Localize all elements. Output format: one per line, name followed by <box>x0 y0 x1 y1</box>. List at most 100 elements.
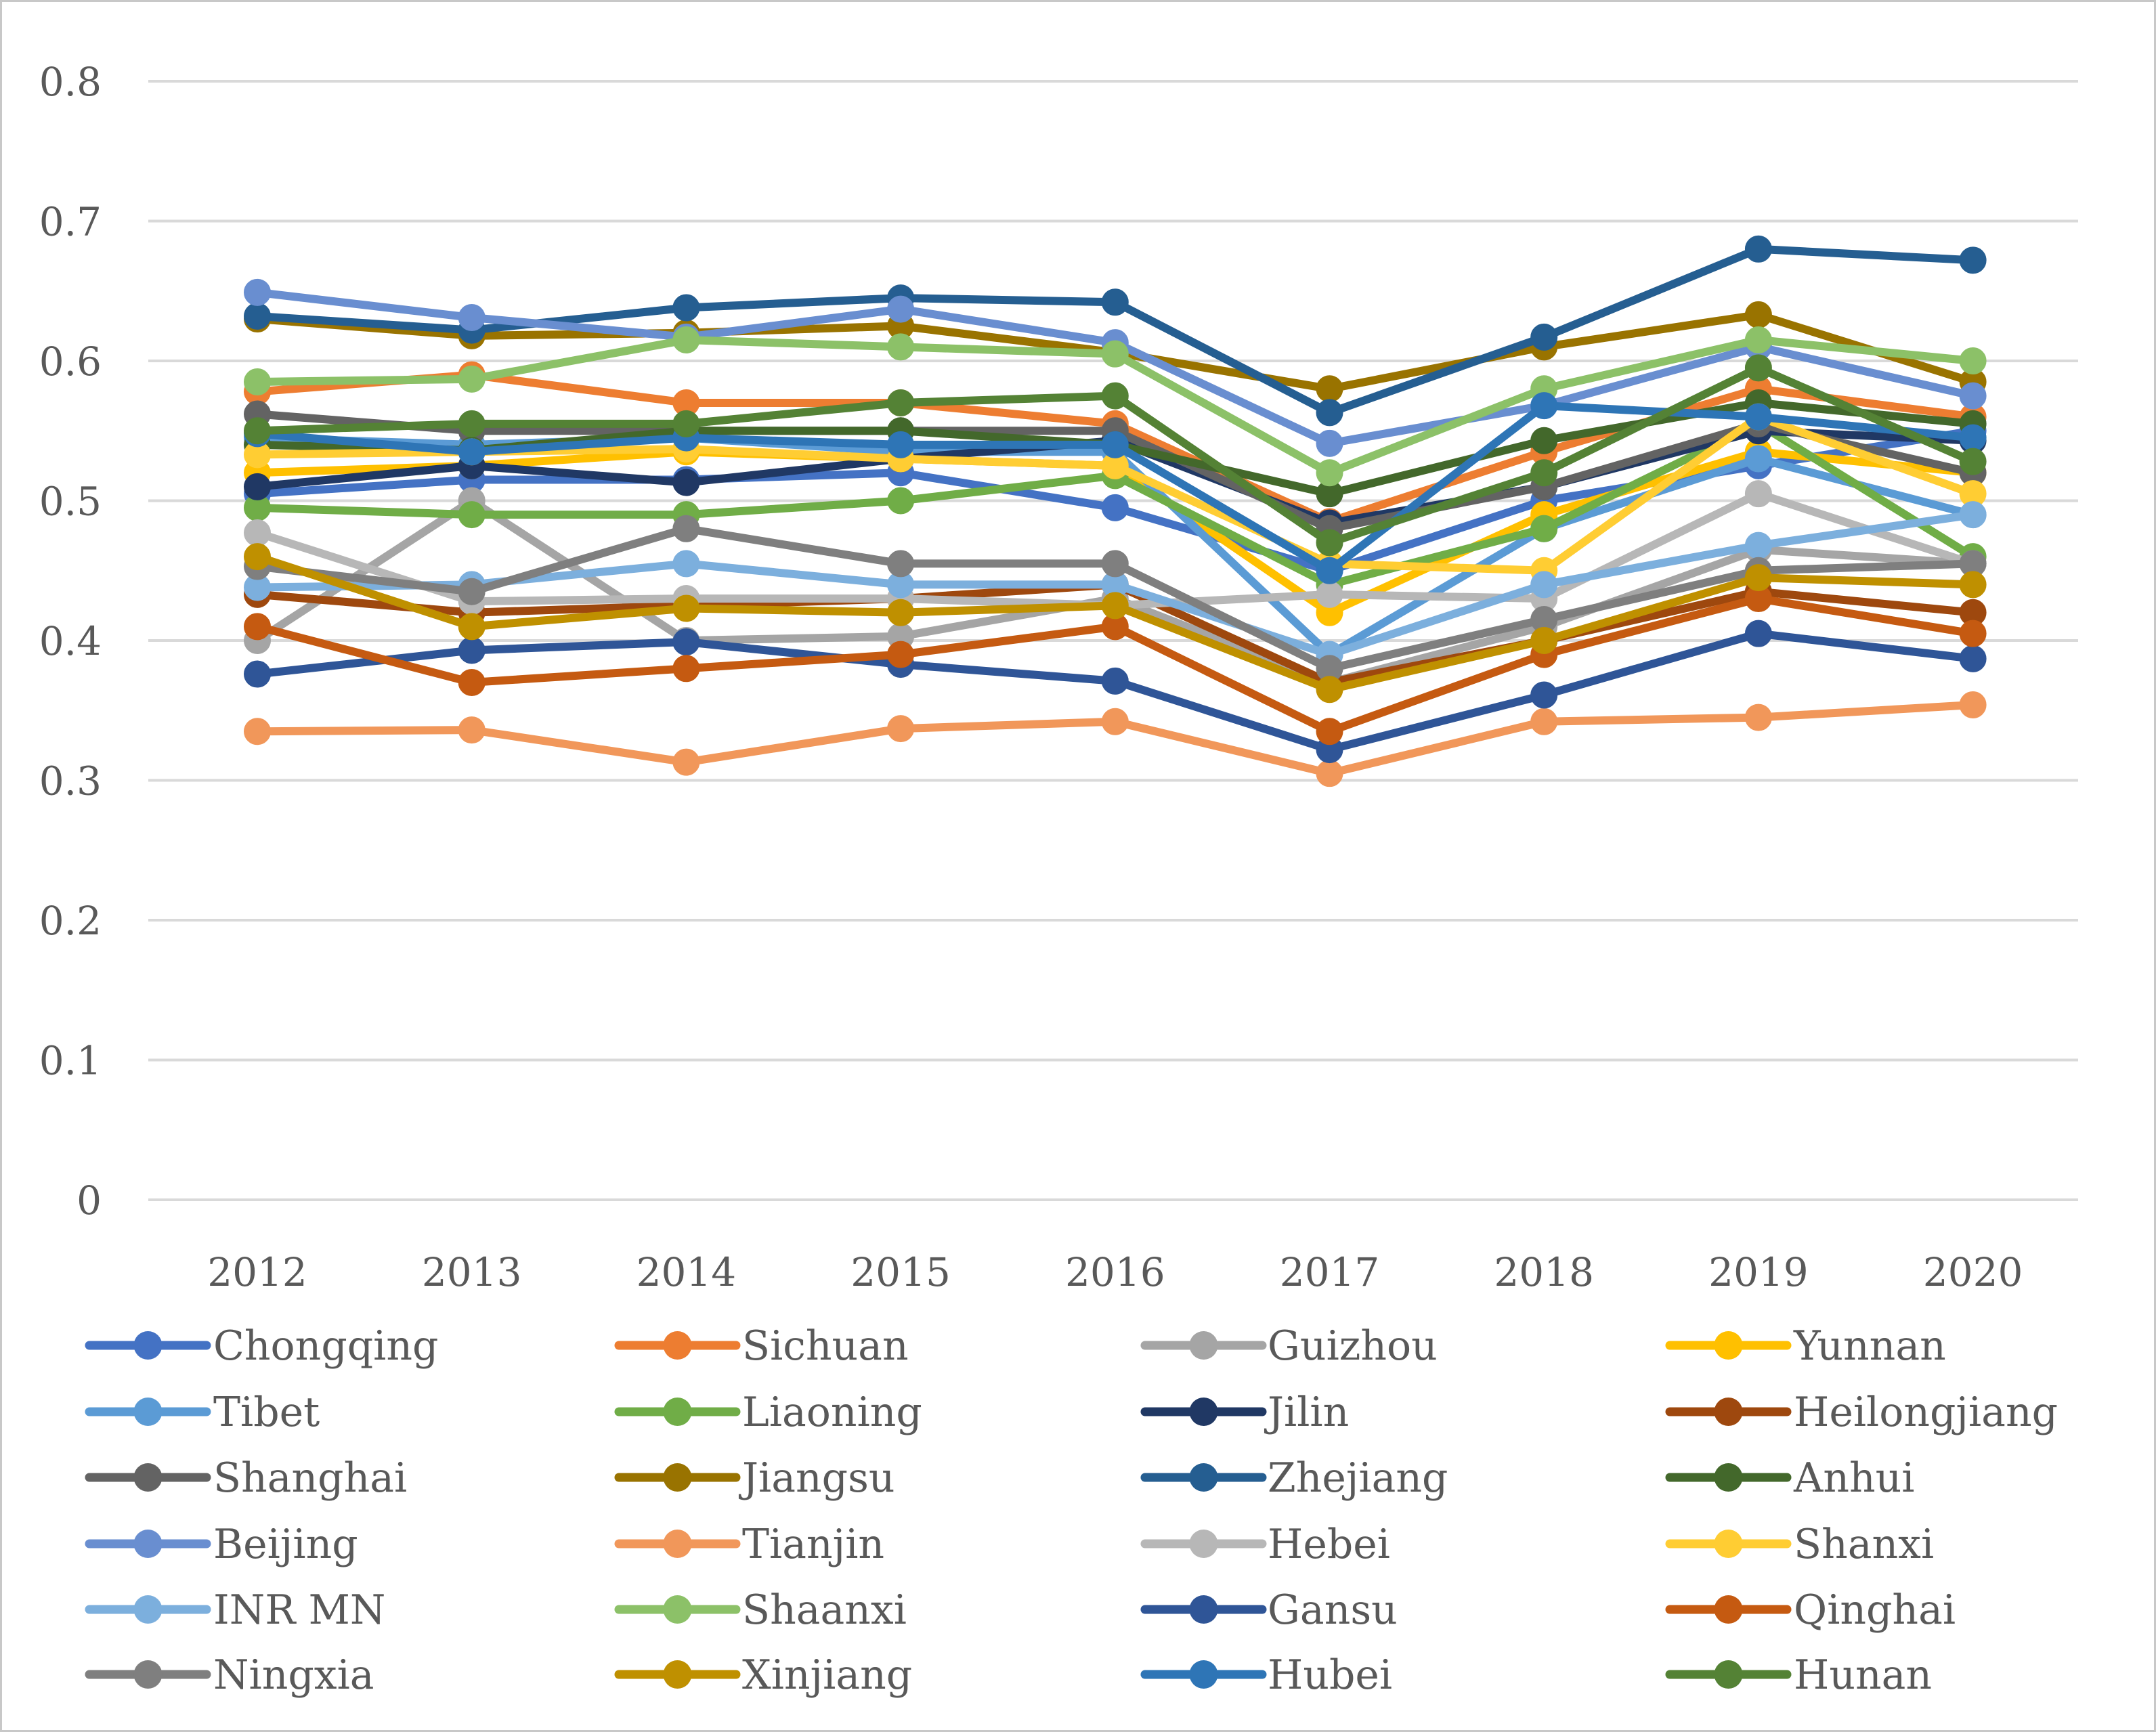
data-point <box>1744 480 1772 508</box>
data-point <box>1316 399 1343 427</box>
legend-item-inr-mn: INR MN <box>85 1586 385 1634</box>
legend-label: Shaanxi <box>742 1586 907 1634</box>
x-tick-label: 2016 <box>1065 1249 1165 1295</box>
legend-label: Xinjiang <box>742 1651 912 1699</box>
legend-marker <box>1714 1331 1743 1360</box>
data-point <box>244 519 271 546</box>
data-point <box>1744 620 1772 647</box>
data-point <box>1744 445 1772 473</box>
legend-marker <box>1714 1660 1743 1689</box>
legend-marker <box>133 1660 163 1689</box>
series-qinghai <box>244 585 1987 745</box>
data-point <box>458 716 486 744</box>
y-tick-label: 0.4 <box>39 618 102 664</box>
data-point <box>1530 681 1558 709</box>
legend-item-hunan: Hunan <box>1665 1651 1932 1699</box>
data-point <box>1744 703 1772 731</box>
data-point <box>458 578 486 605</box>
y-tick-label: 0.5 <box>39 479 102 525</box>
legend-item-liaoning: Liaoning <box>614 1389 922 1436</box>
data-point <box>1316 676 1343 703</box>
data-point <box>672 594 700 622</box>
data-point <box>1530 571 1558 599</box>
data-point <box>458 410 486 437</box>
data-point <box>672 515 700 542</box>
data-point <box>1530 392 1558 420</box>
legend-item-beijing: Beijing <box>85 1521 358 1568</box>
data-point <box>244 613 271 641</box>
data-point <box>887 715 915 743</box>
data-point <box>887 641 915 668</box>
data-point <box>1744 235 1772 263</box>
data-point <box>1101 382 1129 410</box>
data-point <box>1316 529 1343 557</box>
legend-item-tianjin: Tianjin <box>614 1521 884 1568</box>
data-point <box>1744 301 1772 328</box>
legend-label: Hebei <box>1268 1521 1390 1568</box>
data-point <box>1959 424 1987 452</box>
series-tianjin <box>244 691 1987 787</box>
legend-label: Shanghai <box>213 1454 407 1502</box>
legend-marker <box>133 1331 163 1360</box>
data-point <box>672 655 700 683</box>
data-point <box>244 543 271 571</box>
data-point <box>244 278 271 306</box>
data-point <box>1316 557 1343 584</box>
x-tick-label: 2015 <box>850 1249 951 1295</box>
legend-item-shaanxi: Shaanxi <box>614 1586 907 1634</box>
data-point <box>1101 550 1129 578</box>
data-point <box>1959 691 1987 718</box>
data-point <box>244 302 271 330</box>
legend-label: Shanxi <box>1794 1521 1934 1568</box>
data-point <box>1744 564 1772 592</box>
data-point <box>1744 403 1772 431</box>
x-tick-label: 2012 <box>207 1249 307 1295</box>
data-point <box>1530 323 1558 351</box>
data-point <box>1959 501 1987 529</box>
legend-item-tibet: Tibet <box>85 1389 320 1436</box>
x-tick-label: 2017 <box>1280 1249 1380 1295</box>
data-point <box>1959 246 1987 274</box>
x-axis-tick-labels: 2012 2013 2014 2015 2016 2017 2018 2019 2020 <box>207 1249 2023 1295</box>
legend-label: Jilin <box>1264 1389 1349 1436</box>
data-point <box>1959 347 1987 374</box>
legend-marker <box>663 1595 692 1624</box>
data-point <box>458 668 486 696</box>
data-point <box>458 501 486 529</box>
data-point <box>1530 708 1558 735</box>
legend-label: Hubei <box>1268 1651 1392 1699</box>
data-point <box>1530 627 1558 654</box>
data-point <box>1959 645 1987 672</box>
data-point <box>244 473 271 500</box>
legend-marker <box>1714 1398 1743 1426</box>
legend-marker <box>1189 1530 1218 1558</box>
legend-label: Sichuan <box>742 1322 909 1370</box>
x-tick-label: 2019 <box>1708 1249 1809 1295</box>
data-point <box>887 295 915 323</box>
y-tick-label: 0.1 <box>39 1038 102 1084</box>
data-point <box>672 550 700 578</box>
y-tick-label: 0.8 <box>39 59 102 105</box>
data-point <box>1101 708 1129 735</box>
legend-marker <box>1189 1660 1218 1689</box>
data-point <box>244 718 271 745</box>
data-point <box>672 410 700 437</box>
data-point <box>672 628 700 656</box>
data-point <box>1316 375 1343 403</box>
data-point <box>244 417 271 445</box>
data-point <box>887 599 915 626</box>
x-tick-label: 2014 <box>637 1249 737 1295</box>
legend-marker <box>133 1463 163 1492</box>
data-point <box>1959 382 1987 410</box>
data-point <box>1530 515 1558 542</box>
legend-item-shanghai: Shanghai <box>85 1454 407 1502</box>
data-point <box>1744 532 1772 559</box>
data-point <box>1101 340 1129 368</box>
legend-item-sichuan: Sichuan <box>614 1322 909 1370</box>
series-shaanxi <box>244 326 1987 487</box>
legend: Chongqing Sichuan Guizhou Yunnan Tibet Liaoni… <box>85 1322 2058 1699</box>
data-point <box>1101 431 1129 458</box>
legend-marker <box>663 1530 692 1558</box>
